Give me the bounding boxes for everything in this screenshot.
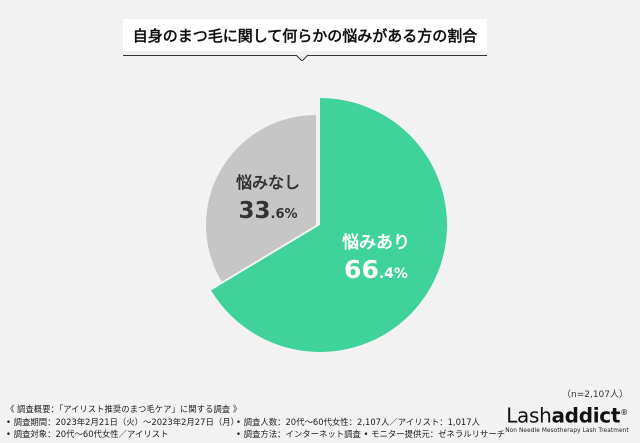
survey-method: • 調査方法：インターネット調査 • モニター提供元：ゼネラルリサーチ bbox=[236, 429, 506, 439]
brand-tagline: Non Needle Mesotherapy Lash Treatment bbox=[505, 427, 629, 434]
sample-size-note: （n=2,107人） bbox=[561, 390, 628, 400]
pie-slice-with-concerns bbox=[211, 98, 447, 352]
slice-value-1: 33.6% bbox=[238, 198, 297, 224]
survey-count: • 調査人数：20代〜60代女性：2,107人／アイリスト：1,017人 bbox=[236, 416, 480, 427]
logo-bold-text: addict bbox=[551, 403, 621, 428]
slice-label-0: 悩みあり bbox=[342, 232, 410, 253]
survey-summary: 《 調査概要：「アイリスト推奨のまつ毛ケア」に関する調査 》 • 調査期間：20… bbox=[6, 403, 476, 441]
survey-heading: 《 調査概要：「アイリスト推奨のまつ毛ケア」に関する調査 》 bbox=[6, 404, 242, 414]
logo-light-text: Lash bbox=[506, 403, 552, 428]
slice-label-1: 悩みなし bbox=[236, 173, 300, 192]
title-notch bbox=[296, 54, 308, 61]
pie-slice-no-concerns bbox=[206, 115, 316, 282]
chart-title: 自身のまつ毛に関して何らかの悩みがある方の割合 bbox=[123, 19, 487, 51]
survey-period: • 調査期間：2023年2月21日（火）〜2023年2月27日（月） bbox=[6, 416, 239, 427]
survey-target: • 調査対象：20代〜60代女性／アイリスト bbox=[6, 429, 169, 439]
slice-value-0: 66.4% bbox=[344, 255, 408, 284]
brand-logo: Lashaddict® Non Needle Mesotherapy Lash … bbox=[497, 401, 637, 434]
logo-registered-mark: ® bbox=[620, 408, 628, 417]
